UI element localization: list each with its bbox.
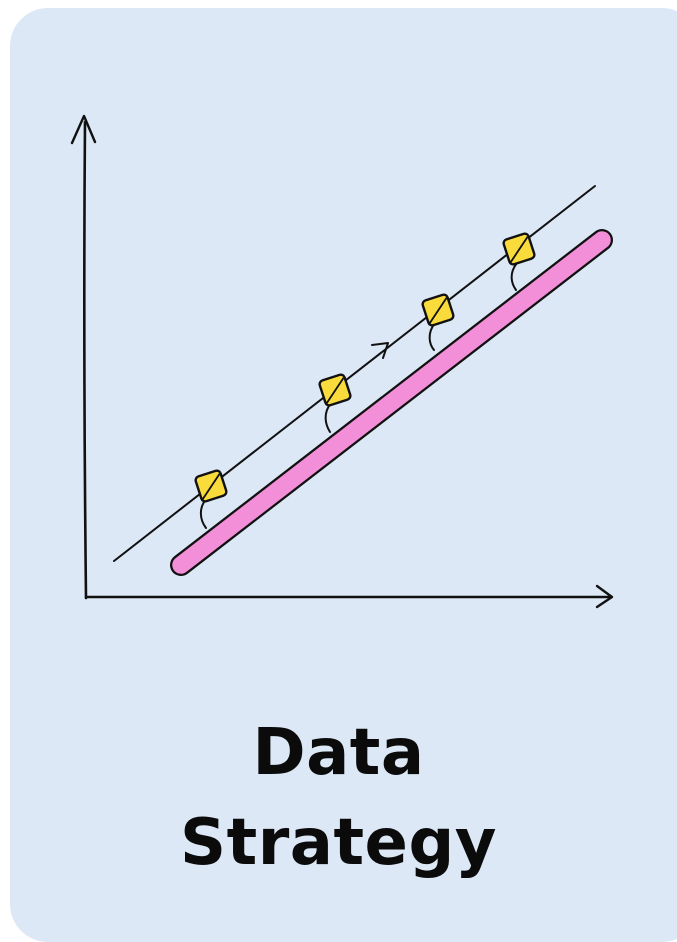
- data-marker: [318, 373, 352, 407]
- y-axis-arrowhead: [70, 114, 97, 145]
- data-marker: [502, 232, 536, 266]
- marker-connector: [510, 262, 518, 291]
- direction-arrow-icon: [371, 342, 389, 359]
- marker-connector: [428, 322, 436, 351]
- data-marker: [194, 469, 228, 503]
- marker-connector: [199, 497, 208, 529]
- card-title-line-1: Data: [252, 716, 425, 790]
- x-axis-arrowhead: [595, 584, 614, 609]
- marker-connector: [324, 402, 332, 433]
- y-axis: [83, 120, 88, 600]
- card-title-line-2: Strategy: [180, 806, 497, 880]
- data-marker: [421, 293, 455, 327]
- trend-bar: [172, 231, 611, 574]
- strategy-card[interactable]: [10, 8, 677, 942]
